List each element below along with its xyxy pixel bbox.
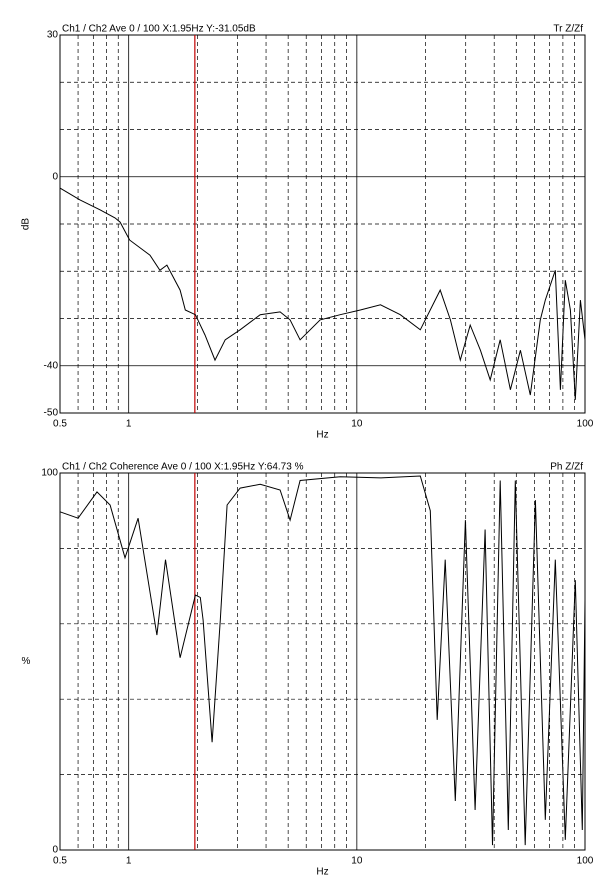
x-tick-label: 100 xyxy=(577,419,594,430)
x-tick-label: 100 xyxy=(577,856,594,867)
x-tick-label: 0.5 xyxy=(53,419,67,430)
x-axis-label: Hz xyxy=(316,430,328,441)
x-axis-label: Hz xyxy=(316,867,328,878)
chart-title: Ch1 / Ch2 Ave 0 / 100 X:1.95Hz Y:-31.05d… xyxy=(62,24,256,35)
y-axis-label: dB xyxy=(21,218,32,231)
chart-mode: Tr Z/Zf xyxy=(553,24,583,35)
x-tick-label: 10 xyxy=(351,856,363,867)
data-line xyxy=(59,475,586,846)
y-tick-label: 0 xyxy=(52,845,58,856)
x-tick-label: 1 xyxy=(126,856,132,867)
y-tick-label: 100 xyxy=(41,468,58,479)
x-tick-label: 0.5 xyxy=(53,856,67,867)
x-tick-label: 10 xyxy=(351,419,363,430)
y-tick-label: -40 xyxy=(44,360,59,371)
y-tick-label: -50 xyxy=(44,408,59,419)
data-line xyxy=(59,187,586,400)
y-axis-label: % xyxy=(22,656,31,667)
y-tick-label: 0 xyxy=(52,171,58,182)
x-tick-label: 1 xyxy=(126,419,132,430)
y-tick-label: 30 xyxy=(47,30,59,41)
chart-mode: Ph Z/Zf xyxy=(550,462,583,473)
plot-frame xyxy=(59,472,586,851)
chart-title: Ch1 / Ch2 Coherence Ave 0 / 100 X:1.95Hz… xyxy=(62,462,304,473)
